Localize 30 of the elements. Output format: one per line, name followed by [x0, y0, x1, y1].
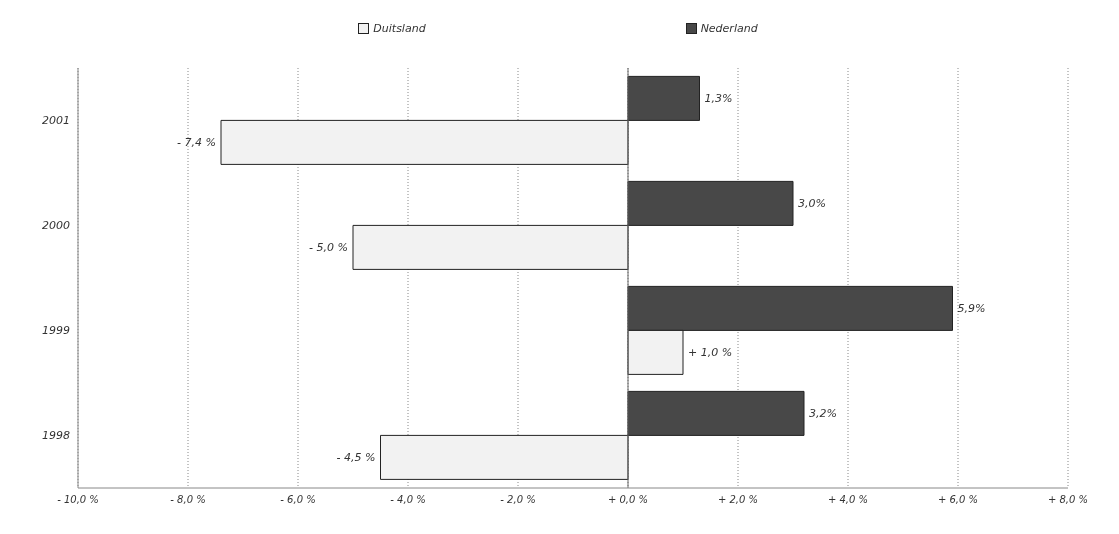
- data-label: 3,0%: [798, 197, 826, 211]
- data-label: - 5,0 %: [309, 241, 348, 255]
- x-tick-label: + 6,0 %: [937, 494, 979, 506]
- x-tick-label: - 10,0 %: [57, 494, 99, 506]
- bar: [627, 75, 700, 121]
- x-tick-label: + 4,0 %: [827, 494, 869, 506]
- y-tick-label: 2001: [42, 114, 70, 128]
- data-label: + 1,0 %: [688, 346, 733, 360]
- y-tick-label: 1998: [42, 429, 70, 443]
- data-label: 1,3%: [704, 92, 733, 106]
- bar: [352, 224, 629, 270]
- x-tick-label: - 2,0 %: [500, 494, 536, 506]
- y-tick-label: 1999: [42, 324, 70, 338]
- bar: [627, 390, 805, 436]
- legend-label: Duitsland: [372, 21, 426, 35]
- data-label: - 4,5 %: [336, 451, 376, 465]
- data-label: 5,9%: [957, 302, 986, 316]
- bar: [220, 119, 629, 165]
- x-tick-label: + 8,0 %: [1047, 494, 1089, 506]
- x-tick-label: + 0,0 %: [607, 494, 649, 506]
- x-tick-label: + 2,0 %: [717, 494, 759, 506]
- legend-label: Nederland: [699, 21, 758, 35]
- bar: [627, 180, 794, 226]
- x-tick-label: - 8,0 %: [170, 494, 206, 506]
- x-tick-label: - 6,0 %: [280, 494, 316, 506]
- y-tick-label: 2000: [42, 219, 70, 233]
- x-tick-label: - 4,0 %: [390, 494, 426, 506]
- data-label: 3,2%: [809, 407, 837, 421]
- data-label: - 7,4 %: [177, 136, 216, 150]
- bar: [380, 434, 629, 480]
